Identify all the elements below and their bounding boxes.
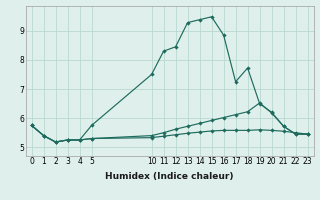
X-axis label: Humidex (Indice chaleur): Humidex (Indice chaleur) [105,172,234,181]
